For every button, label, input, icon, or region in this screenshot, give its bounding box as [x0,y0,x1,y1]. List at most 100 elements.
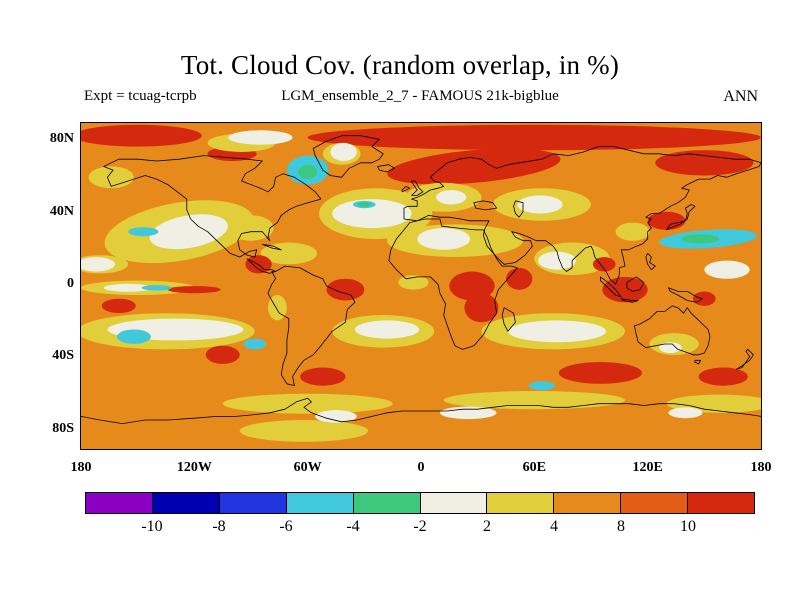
contour-region-white [354,320,420,339]
coastline-path [377,164,395,173]
contour-region-red [81,124,202,147]
lon-tick-label: 180 [750,460,772,475]
colorbar-tick-label: 10 [680,518,696,535]
contour-region-red [693,291,716,306]
contour-region-white [659,342,682,353]
contour-region-red [592,257,616,272]
contour-region-red [506,267,533,290]
chart-title: Tot. Cloud Cov. (random overlap, in %) [180,50,620,80]
colorbar-tick-label: -10 [141,518,163,535]
contour-region-red [300,367,346,386]
coastline-path [666,204,696,231]
lon-tick-label: 60W [293,460,322,475]
colorbar-segment [420,493,488,513]
contour-region-white [507,320,607,343]
contour-region-white [439,406,497,420]
contour-region-green [681,234,720,244]
coastline-path [600,276,622,298]
season-label: ANN [723,88,758,105]
coastline-path [411,180,424,196]
coastline-path [694,359,701,365]
contour-region-red [205,345,240,364]
colorbar-tick-label: -4 [346,518,360,535]
contour-region-red [449,271,495,301]
colorbar-tick-label: -2 [413,518,427,535]
coastline-path [81,397,761,424]
contour-region-green [298,164,318,180]
contour-region-cyan [116,329,151,344]
contour-region-yellow [260,242,318,265]
contour-region-red [464,293,499,323]
contour-region-cyan [141,285,172,291]
contour-region-white [81,257,115,272]
colorbar [85,492,755,514]
contour-region-white [228,130,293,145]
colorbar-tick-label: 8 [617,518,625,535]
contour-region-white [704,260,750,279]
coastline-path [620,298,639,303]
coastline-path [267,265,356,386]
colorbar-segment [621,493,689,513]
colorbar-tick-label: -8 [212,518,226,535]
coastline-path [645,253,656,271]
colorbar-segment [487,493,555,513]
lat-tick-label: 40N [49,203,74,219]
coastline-path [388,218,518,350]
colorbar-segment [219,493,287,513]
colorbar-segment [554,493,622,513]
coastline-path [312,135,384,178]
contour-region-white [332,199,412,229]
contour-region-cyan [243,338,267,350]
contour-region-white [417,228,471,250]
lat-tick-label: 0 [67,276,74,291]
lon-tick-label: 0 [417,460,425,475]
coastline-path [261,243,282,251]
contour-region-white [436,190,467,205]
coastline-path [736,349,754,370]
colorbar-tick-label: 4 [550,518,558,535]
contour-region-yellow [239,420,369,442]
contour-region-white [517,195,563,214]
contour-region-white [330,142,357,162]
coastline-path [626,276,645,292]
contour-region-cyan [128,227,159,237]
lon-tick-label: 120W [176,460,212,475]
lat-tick-label: 80S [52,420,74,436]
contour-region-yellow [222,393,393,414]
coastline-path [513,200,524,218]
contour-region-white [103,283,153,292]
contour-region-red [602,276,648,303]
coastline-path [401,186,411,193]
coastline-path [473,200,497,211]
colorbar-segment [353,493,421,513]
colorbar-segment [152,493,220,513]
contour-region-white [668,407,703,419]
lat-tick-label: 40S [52,348,74,364]
colorbar-tick-label: 2 [483,518,491,535]
lat-tick-label: 80N [49,131,74,147]
coastline-path [668,287,703,303]
colorbar-segment [86,493,153,513]
contour-region-red [387,148,561,185]
lon-tick-label: 60E [522,460,546,475]
contour-region-cyan [528,381,556,391]
colorbar-segment [286,493,354,513]
contour-region-red [698,367,748,386]
world-map [80,122,762,450]
contour-region-white [149,214,228,250]
contour-region-red [307,124,761,151]
contour-region-red [326,278,365,301]
contour-region-red [245,255,272,274]
contour-region-white [315,410,357,423]
experiment-label: Expt = tcuag-tcrpb [84,88,197,104]
contour-region-red [558,362,642,384]
coastline-path [634,305,711,356]
contour-region-red [167,286,221,294]
world-map-svg [81,123,761,449]
coastline-path [501,307,516,332]
contour-region-white [538,251,576,270]
colorbar-tick-label: -6 [279,518,293,535]
contour-region-yellow [228,215,274,241]
contour-region-red [647,211,686,230]
